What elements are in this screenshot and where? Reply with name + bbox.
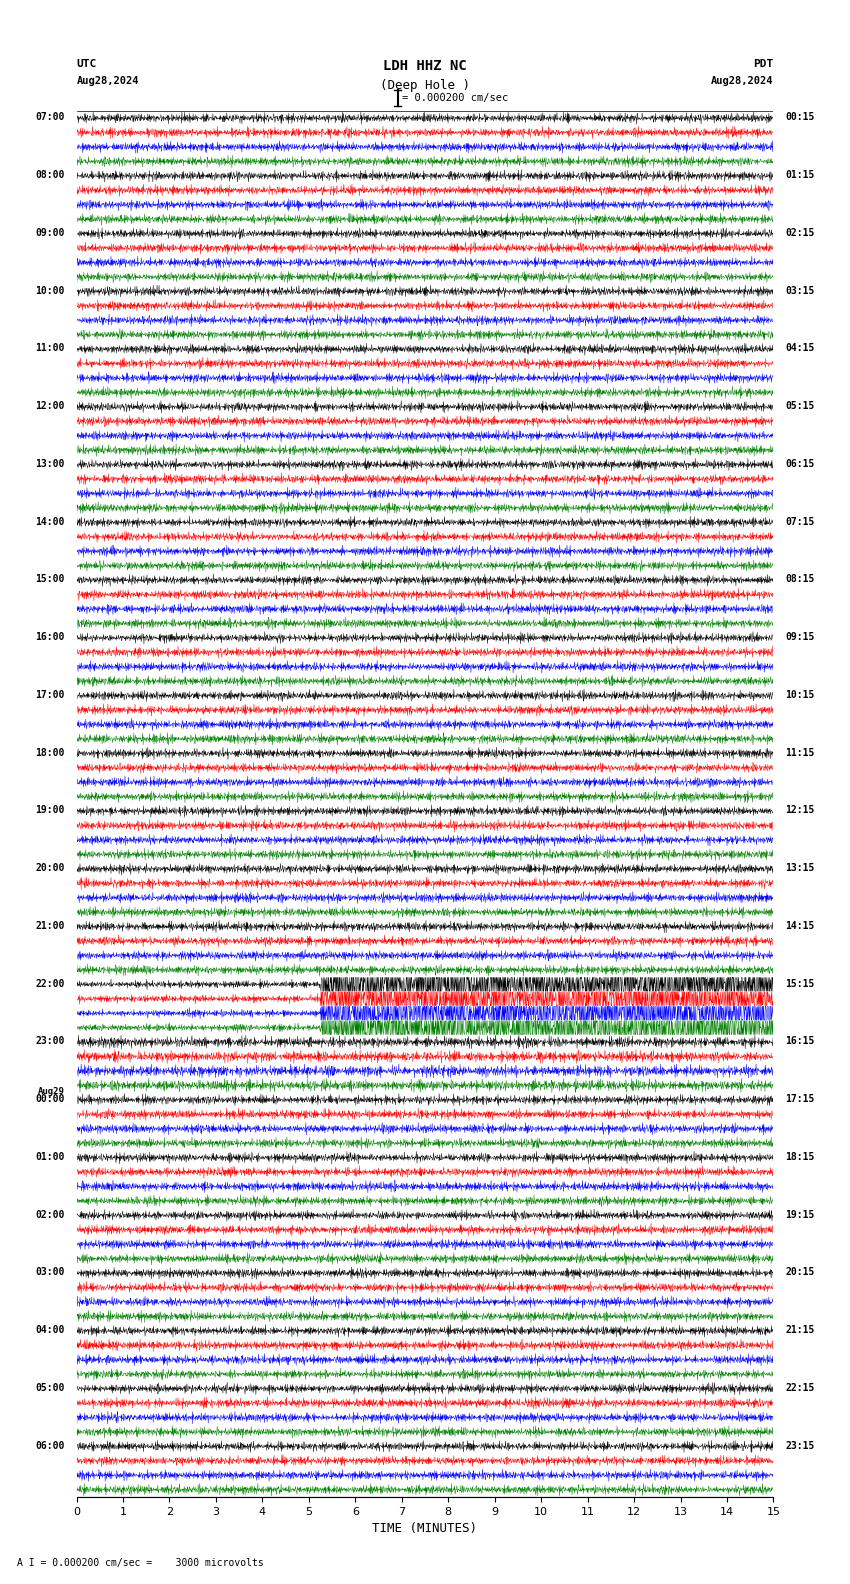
- Text: (Deep Hole ): (Deep Hole ): [380, 79, 470, 92]
- X-axis label: TIME (MINUTES): TIME (MINUTES): [372, 1522, 478, 1535]
- Text: 14:15: 14:15: [785, 920, 814, 931]
- Text: UTC: UTC: [76, 59, 97, 68]
- Text: Aug28,2024: Aug28,2024: [711, 76, 774, 86]
- Text: 09:15: 09:15: [785, 632, 814, 642]
- Text: 04:15: 04:15: [785, 344, 814, 353]
- Text: 23:15: 23:15: [785, 1440, 814, 1451]
- Text: 03:15: 03:15: [785, 285, 814, 296]
- Text: 05:15: 05:15: [785, 401, 814, 412]
- Text: 14:00: 14:00: [36, 516, 65, 526]
- Text: 12:00: 12:00: [36, 401, 65, 412]
- Text: 13:15: 13:15: [785, 863, 814, 873]
- Text: 11:15: 11:15: [785, 748, 814, 757]
- Text: 09:00: 09:00: [36, 228, 65, 238]
- Text: 05:00: 05:00: [36, 1383, 65, 1392]
- Text: Aug29: Aug29: [38, 1087, 65, 1096]
- Text: 21:15: 21:15: [785, 1326, 814, 1335]
- Text: 18:15: 18:15: [785, 1152, 814, 1161]
- Text: 03:00: 03:00: [36, 1267, 65, 1277]
- Text: 01:15: 01:15: [785, 169, 814, 181]
- Text: 06:00: 06:00: [36, 1440, 65, 1451]
- Text: Aug28,2024: Aug28,2024: [76, 76, 139, 86]
- Text: 11:00: 11:00: [36, 344, 65, 353]
- Text: 19:15: 19:15: [785, 1210, 814, 1220]
- Text: 10:00: 10:00: [36, 285, 65, 296]
- Text: 22:15: 22:15: [785, 1383, 814, 1392]
- Text: 08:00: 08:00: [36, 169, 65, 181]
- Text: 15:00: 15:00: [36, 575, 65, 584]
- Text: A I = 0.000200 cm/sec =    3000 microvolts: A I = 0.000200 cm/sec = 3000 microvolts: [17, 1559, 264, 1568]
- Text: 20:15: 20:15: [785, 1267, 814, 1277]
- Text: 08:15: 08:15: [785, 575, 814, 584]
- Text: 02:15: 02:15: [785, 228, 814, 238]
- Text: 17:00: 17:00: [36, 689, 65, 700]
- Text: 13:00: 13:00: [36, 459, 65, 469]
- Text: LDH HHZ NC: LDH HHZ NC: [383, 59, 467, 73]
- Text: 18:00: 18:00: [36, 748, 65, 757]
- Text: 02:00: 02:00: [36, 1210, 65, 1220]
- Text: 19:00: 19:00: [36, 805, 65, 816]
- Text: 01:00: 01:00: [36, 1152, 65, 1161]
- Text: 10:15: 10:15: [785, 689, 814, 700]
- Text: 00:00: 00:00: [36, 1095, 65, 1104]
- Text: 06:15: 06:15: [785, 459, 814, 469]
- Text: PDT: PDT: [753, 59, 774, 68]
- Text: 20:00: 20:00: [36, 863, 65, 873]
- Text: 04:00: 04:00: [36, 1326, 65, 1335]
- Text: 22:00: 22:00: [36, 979, 65, 988]
- Text: 21:00: 21:00: [36, 920, 65, 931]
- Text: 00:15: 00:15: [785, 112, 814, 122]
- Text: 15:15: 15:15: [785, 979, 814, 988]
- Text: 07:15: 07:15: [785, 516, 814, 526]
- Text: = 0.000200 cm/sec: = 0.000200 cm/sec: [402, 93, 508, 103]
- Text: 07:00: 07:00: [36, 112, 65, 122]
- Text: 12:15: 12:15: [785, 805, 814, 816]
- Text: 17:15: 17:15: [785, 1095, 814, 1104]
- Text: 16:00: 16:00: [36, 632, 65, 642]
- Text: 16:15: 16:15: [785, 1036, 814, 1047]
- Text: 23:00: 23:00: [36, 1036, 65, 1047]
